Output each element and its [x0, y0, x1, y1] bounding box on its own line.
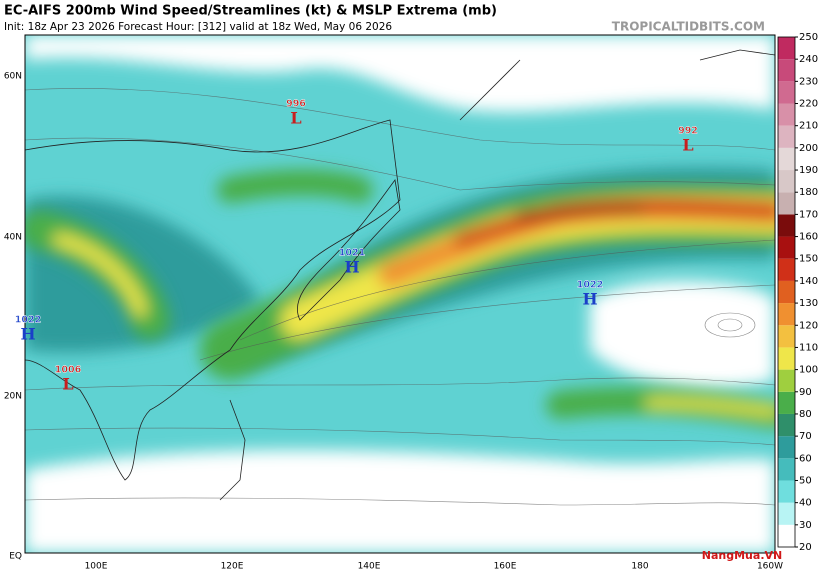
colorbar-segment: [778, 303, 795, 326]
jet: [25, 169, 775, 429]
colorbar-label: 220: [799, 99, 818, 110]
pressure-value: 1022: [15, 315, 41, 326]
colorbar-segment: [778, 37, 795, 60]
colorbar-segment: [778, 258, 795, 281]
pressure-letter: H: [582, 290, 597, 309]
pressure-letter: H: [20, 325, 35, 344]
colorbar-label: 210: [799, 121, 818, 132]
colorbar-segment: [778, 59, 795, 82]
pressure-value: 1021: [339, 248, 365, 259]
pressure-letter: L: [290, 109, 301, 128]
colorbar-label: 200: [799, 143, 818, 154]
lat-label: 60N: [4, 72, 22, 82]
pressure-letter: L: [682, 136, 693, 155]
colorbar-label: 60: [799, 453, 812, 464]
colorbar-label: 40: [799, 498, 812, 509]
colorbar-label: 100: [799, 365, 818, 376]
title: EC-AIFS 200mb Wind Speed/Streamlines (kt…: [4, 4, 497, 19]
pressure-value: 996: [286, 99, 306, 110]
pressure-value: 1006: [55, 365, 82, 376]
colorbar-segment: [778, 147, 795, 171]
colorbar-label: 140: [799, 276, 818, 287]
colorbar-label: 20: [799, 542, 812, 553]
map-frame: [24, 34, 776, 554]
lat-label: 20N: [4, 392, 22, 402]
colorbar-label: 120: [799, 320, 818, 331]
pressure-letter: H: [344, 258, 359, 277]
lon-label: 140E: [358, 562, 381, 572]
colorbar-label: 130: [799, 298, 818, 309]
coastlines: [25, 49, 775, 501]
colorbar-segment: [778, 280, 795, 304]
colorbar-segment: [778, 458, 795, 481]
colorbar-label: 90: [799, 387, 812, 398]
colorbar-label: 30: [799, 520, 812, 531]
lon-label: 160W: [757, 562, 783, 572]
colorbar-label: 80: [799, 409, 812, 420]
subtitle: Init: 18z Apr 23 2026 Forecast Hour: [31…: [4, 21, 392, 33]
colorbar-segment: [778, 369, 795, 392]
colorbar-label: 160: [799, 232, 818, 243]
colorbar-segment: [778, 192, 795, 215]
colorbar-label: 110: [799, 342, 818, 353]
pressure-letter: L: [62, 375, 73, 394]
map: [25, 35, 775, 553]
lat-label: EQ: [9, 552, 22, 562]
colorbar-segment: [778, 81, 795, 104]
colorbar-segment: [778, 325, 795, 348]
pressure-value: 992: [678, 126, 698, 137]
colorbar-label: 180: [799, 187, 818, 198]
colorbar-frame: [777, 36, 796, 548]
lon-label: 100E: [85, 562, 108, 572]
colorbar-segment: [778, 524, 795, 547]
colorbar-segment: [778, 436, 795, 459]
colorbar-segment: [778, 347, 795, 370]
lat-label: 40N: [4, 233, 22, 243]
colorbar-label: 70: [799, 431, 812, 442]
colorbar-label: 240: [799, 54, 818, 65]
colorbar-label: 50: [799, 475, 812, 486]
colorbar-label: 170: [799, 209, 818, 220]
colorbar-segment: [778, 103, 795, 126]
colorbar-segment: [778, 214, 795, 237]
colorbar-label: 230: [799, 76, 818, 87]
colorbar-label: 150: [799, 254, 818, 265]
colorbar-segment: [778, 502, 795, 525]
colorbar-segment: [778, 391, 795, 414]
colorbar-segment: [778, 413, 795, 437]
colorbar-segment: [778, 170, 795, 193]
lon-label: 160E: [494, 562, 517, 572]
lon-label: 120E: [221, 562, 244, 572]
colorbar-label: 250: [799, 32, 818, 43]
pressure-value: 1022: [577, 280, 603, 291]
colorbar-segment: [778, 125, 795, 148]
lon-label: 180: [631, 562, 648, 572]
colorbar-segment: [778, 480, 795, 503]
watermark: NangMua.VN: [702, 549, 782, 562]
colorbar-segment: [778, 236, 795, 259]
colorbar-label: 190: [799, 165, 818, 176]
streamlines: [25, 88, 775, 506]
source: TROPICALTIDBITS.COM: [612, 20, 765, 34]
